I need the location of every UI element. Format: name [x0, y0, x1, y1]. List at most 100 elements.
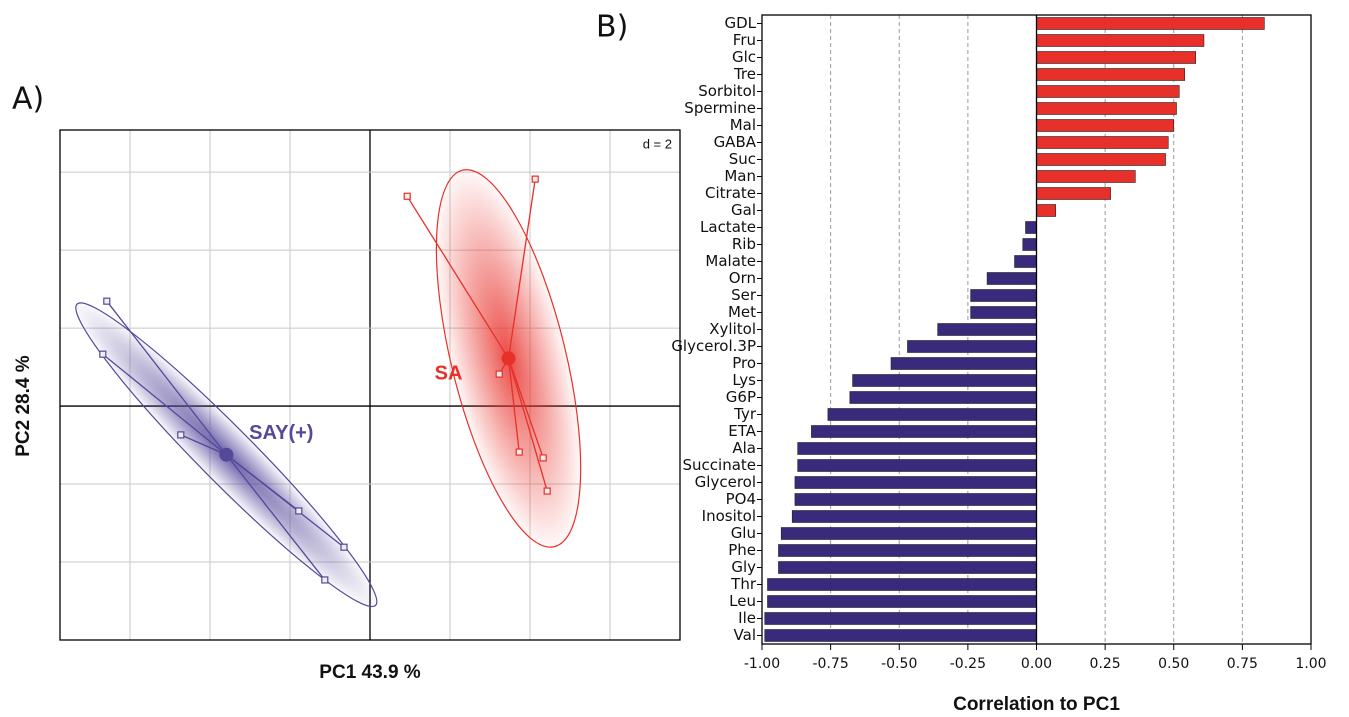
y-tick-label: Ile: [738, 609, 756, 627]
bar: [780, 527, 1037, 540]
y-tick-label: PO4: [726, 490, 756, 508]
point: [103, 297, 111, 305]
group-spoke: [406, 195, 510, 359]
bar: [937, 323, 1037, 336]
x-tick-label: 1.00: [1295, 656, 1326, 672]
point: [295, 507, 303, 515]
annotation: d = 2: [643, 136, 672, 151]
bar: [791, 510, 1037, 523]
point: [495, 370, 503, 378]
bar: [797, 442, 1037, 455]
x-tick-label: -0.75: [813, 656, 849, 672]
group-spoke: [102, 353, 227, 456]
y-tick-label: GABA: [714, 133, 757, 151]
y-tick-label: Leu: [729, 592, 756, 610]
group-spoke: [180, 434, 227, 456]
group-spoke: [507, 358, 520, 453]
x-tick-label: 0.25: [1090, 656, 1121, 672]
bar: [1036, 136, 1169, 149]
bar: [1036, 204, 1057, 217]
y-tick-label: Citrate: [705, 184, 756, 202]
x-tick-label: -0.50: [881, 656, 917, 672]
panel-label: A): [12, 82, 44, 117]
plot-frame: [59, 129, 681, 641]
bar: [778, 544, 1037, 557]
bar: [986, 272, 1037, 285]
y-tick-label: Val: [734, 626, 756, 644]
y-tick-label: Thr: [730, 575, 757, 593]
bar: [1036, 34, 1205, 47]
y-tick-label: Fru: [733, 31, 756, 49]
bar: [778, 561, 1037, 574]
group-spoke: [106, 300, 227, 456]
y-tick-label: Orn: [729, 269, 756, 287]
y-tick-label: Lys: [732, 371, 756, 389]
y-tick-label: Spermine: [684, 99, 756, 117]
y-tick-label: Ala: [732, 439, 756, 457]
group-spoke: [507, 179, 536, 359]
point: [531, 175, 539, 183]
bar: [1036, 153, 1166, 166]
x-tick-label: 0.75: [1227, 656, 1258, 672]
x-tick-label: -1.00: [744, 656, 780, 672]
bar: [767, 578, 1037, 591]
bar: [907, 340, 1037, 353]
point: [543, 487, 551, 495]
group-spoke: [507, 358, 544, 459]
bar: [1036, 68, 1186, 81]
group-label: SAY(+): [249, 422, 313, 444]
bar: [1036, 102, 1177, 115]
y-tick-label: Ser: [731, 286, 757, 304]
bar: [1036, 170, 1136, 183]
point: [177, 431, 185, 439]
bar: [970, 289, 1037, 302]
panel-label: B): [596, 10, 628, 45]
y-axis-title: PC2 28.4 %: [13, 355, 34, 456]
group-spoke: [225, 454, 326, 581]
bar: [970, 306, 1037, 319]
y-tick-label: G6P: [726, 388, 756, 406]
bar: [852, 374, 1037, 387]
y-tick-label: Malate: [705, 252, 756, 270]
y-tick-label: ETA: [728, 422, 756, 440]
bar: [764, 629, 1037, 642]
y-tick-label: Sorbitol: [698, 82, 756, 100]
y-tick-label: Lactate: [700, 218, 756, 236]
bar: [1036, 51, 1197, 64]
bar: [1022, 238, 1037, 251]
y-tick-label: Man: [724, 167, 756, 185]
plot-frame: [761, 14, 1312, 645]
point: [99, 350, 107, 358]
point: [515, 448, 523, 456]
y-tick-label: Succinate: [683, 456, 757, 474]
x-axis-title: Correlation to PC1: [953, 694, 1120, 715]
x-tick-label: 0.00: [1021, 656, 1052, 672]
bar: [1036, 17, 1265, 30]
y-tick-label: Rib: [732, 235, 756, 253]
y-tick-label: Gly: [731, 558, 756, 576]
y-tick-label: Tre: [733, 65, 756, 83]
bar: [1036, 85, 1180, 98]
group-spoke: [507, 358, 548, 492]
bar: [827, 408, 1037, 421]
bar: [797, 459, 1037, 472]
y-tick-label: Glu: [731, 524, 756, 542]
group-spoke: [225, 454, 345, 548]
bar: [1036, 187, 1111, 200]
x-tick-label: -0.25: [950, 656, 986, 672]
x-axis-title: PC1 43.9 %: [319, 662, 420, 683]
bar: [849, 391, 1037, 404]
y-tick-label: Met: [728, 303, 756, 321]
y-tick-label: Mal: [730, 116, 756, 134]
y-tick-label: Phe: [728, 541, 756, 559]
y-tick-label: Suc: [729, 150, 756, 168]
y-tick-label: Glycerol: [695, 473, 756, 491]
x-tick-label: 0.50: [1158, 656, 1189, 672]
y-tick-label: Glc: [732, 48, 756, 66]
y-tick-label: Inositol: [702, 507, 756, 525]
group-centroid: [501, 351, 516, 366]
bar: [1014, 255, 1037, 268]
y-tick-label: Tyr: [733, 405, 757, 423]
